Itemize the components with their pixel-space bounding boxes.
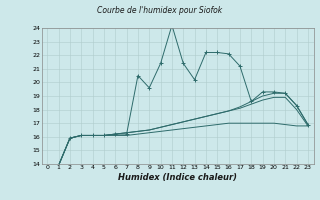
X-axis label: Humidex (Indice chaleur): Humidex (Indice chaleur) xyxy=(118,173,237,182)
Text: Courbe de l'humidex pour Siofok: Courbe de l'humidex pour Siofok xyxy=(97,6,223,15)
